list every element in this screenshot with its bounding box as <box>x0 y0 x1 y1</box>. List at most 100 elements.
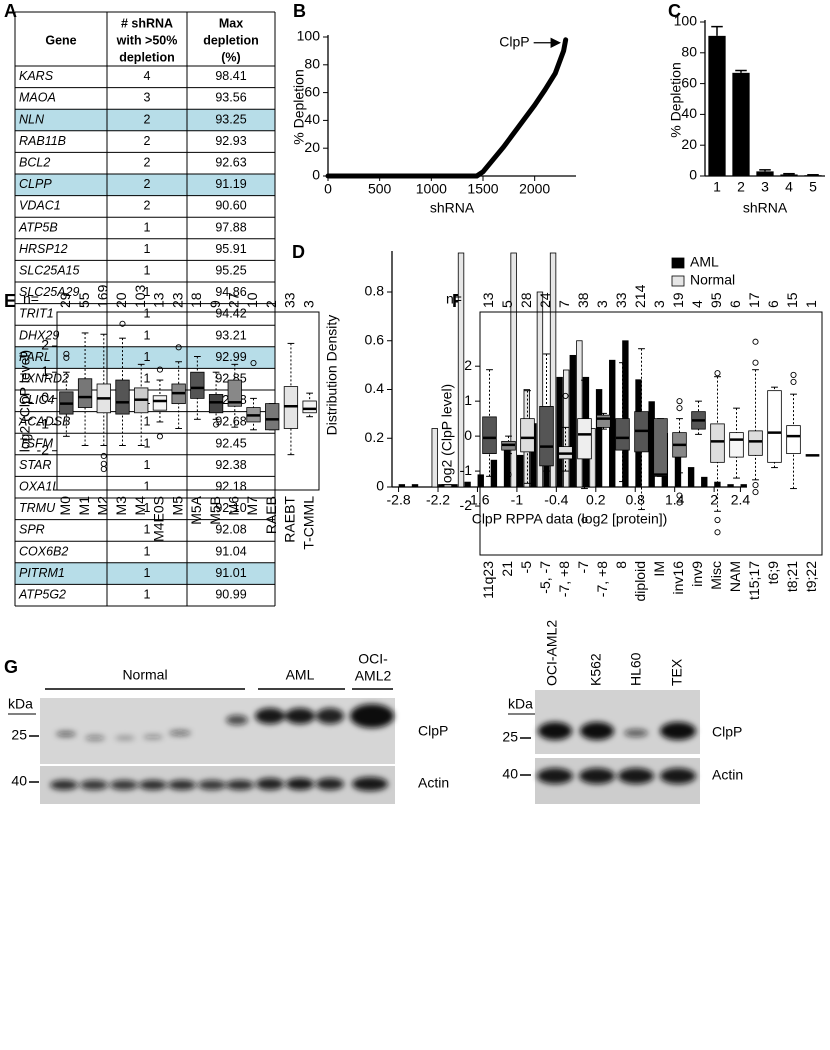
x-axis-label: shRNA <box>743 200 788 216</box>
x-tick-label: -7, +8 <box>556 561 572 597</box>
group-label: AML2 <box>355 668 392 684</box>
legend-label: AML <box>690 254 719 270</box>
count-cell: 1 <box>144 263 151 277</box>
count-cell: 1 <box>144 479 151 493</box>
gene-cell: NLN <box>19 112 45 126</box>
n-value: 17 <box>746 292 762 308</box>
x-tick-label: -1.6 <box>465 492 489 508</box>
n-value: 4 <box>689 300 705 308</box>
depletion-cell: 93.25 <box>215 112 246 126</box>
count-cell: 2 <box>144 177 151 191</box>
x-tick-label: 5 <box>809 179 817 195</box>
x-tick-label: Misc <box>708 561 724 590</box>
y-tick-label: 0.4 <box>365 380 385 396</box>
x-tick-label: inv9 <box>689 561 705 587</box>
gene-cell: MAOA <box>19 91 56 105</box>
box <box>539 406 554 467</box>
bar <box>569 354 576 488</box>
depletion-cell: 93.21 <box>215 328 246 342</box>
gene-cell: VDAC1 <box>19 199 61 213</box>
depletion-cell: 94.42 <box>215 307 246 321</box>
y-tick-label: -2 <box>37 441 50 457</box>
bar <box>451 484 458 488</box>
x-tick-label: 2 <box>710 492 718 508</box>
marker-label: 25 <box>11 727 27 743</box>
x-tick-label: inv16 <box>670 561 686 595</box>
n-value: 95 <box>708 292 724 308</box>
x-tick-label: M5 <box>169 496 185 516</box>
band-label: ClpP <box>712 724 742 740</box>
x-tick-label: M4E0S <box>151 496 167 542</box>
box <box>77 378 93 408</box>
outlier <box>156 366 163 373</box>
bar <box>411 484 419 488</box>
gene-cell: CLIC4 <box>19 393 54 407</box>
n-value: 18 <box>188 292 204 308</box>
n-label: n= <box>23 291 39 307</box>
outlier <box>676 398 683 405</box>
panel-label: C <box>668 1 681 21</box>
bar <box>740 484 747 488</box>
count-cell: 1 <box>144 523 151 537</box>
y-tick-label: 2 <box>464 357 472 373</box>
n-label: n= <box>446 291 462 307</box>
box <box>482 416 497 455</box>
count-cell: 3 <box>144 91 151 105</box>
n-value: 13 <box>480 292 496 308</box>
y-tick-label: 0 <box>464 427 472 443</box>
depletion-cell: 92.45 <box>215 436 246 450</box>
bar <box>756 171 774 176</box>
y-tick-label: 2 <box>41 337 49 353</box>
n-value: 24 <box>537 292 553 308</box>
n-value: 29 <box>57 292 73 308</box>
y-axis-label: log2 (ClpP level) <box>17 350 33 452</box>
box <box>190 371 205 399</box>
count-cell: 1 <box>144 544 151 558</box>
x-tick-label: M1 <box>76 496 92 516</box>
bar <box>708 35 726 176</box>
n-value: 27 <box>225 292 241 308</box>
n-value: 1 <box>803 300 819 308</box>
x-tick-label: M7 <box>244 496 260 516</box>
n-value: 23 <box>169 292 185 308</box>
bar <box>477 474 484 488</box>
x-tick-label: 8 <box>613 561 629 569</box>
x-tick-label: -5, -7 <box>537 561 553 594</box>
header-cell: Gene <box>45 33 76 47</box>
box <box>596 414 611 428</box>
n-value: 33 <box>282 292 298 308</box>
bar <box>398 484 406 488</box>
y-tick-label: 0.8 <box>365 283 385 299</box>
n-value: 6 <box>765 300 781 308</box>
bar <box>490 459 498 488</box>
depletion-cell: 92.63 <box>215 155 246 169</box>
bar <box>549 252 557 488</box>
x-tick-label: M0 <box>57 496 73 516</box>
bar <box>701 476 708 488</box>
count-cell: 1 <box>144 285 151 299</box>
x-tick-label: -5 <box>518 561 534 574</box>
n-value: 3 <box>651 300 667 308</box>
outlier <box>752 338 759 345</box>
blot-image <box>535 690 700 754</box>
x-tick-label: 1000 <box>416 181 447 197</box>
header-cell: # shRNA <box>121 16 173 30</box>
x-tick-label: T-CMML <box>300 496 316 550</box>
gene-cell: DHX29 <box>19 328 59 342</box>
bar <box>438 484 445 488</box>
depletion-cell: 98.41 <box>215 69 246 83</box>
x-tick-label: 21 <box>499 561 515 577</box>
depletion-cell: 92.99 <box>215 350 246 364</box>
x-tick-label: 2.4 <box>731 492 751 508</box>
legend-label: Normal <box>690 272 735 288</box>
n-value: 19 <box>670 292 686 308</box>
n-value: 2 <box>263 300 279 308</box>
x-tick-label: 3 <box>761 179 769 195</box>
band-label: Actin <box>418 775 449 791</box>
depletion-cell: 91.01 <box>215 566 246 580</box>
data-line <box>325 37 569 179</box>
bar <box>457 252 465 488</box>
panel-label: A <box>4 1 17 21</box>
box <box>265 403 280 431</box>
